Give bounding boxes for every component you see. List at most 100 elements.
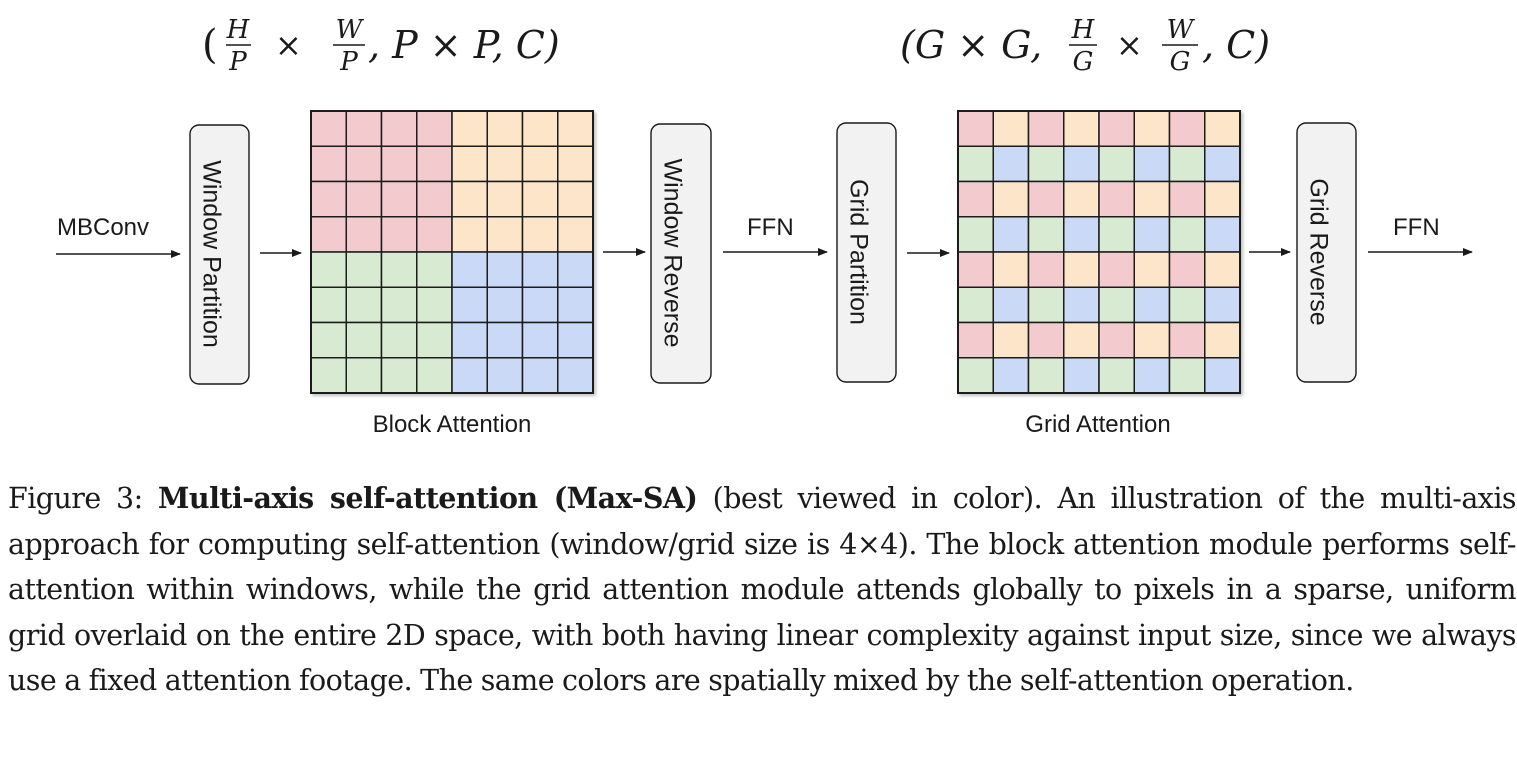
block-attention-cell <box>380 286 418 324</box>
block-attention-cell <box>521 357 559 394</box>
block-attention-cell <box>310 321 347 359</box>
grid-attention-cell <box>992 145 1030 183</box>
grid-attention-cell <box>957 286 994 324</box>
grid-attention-label: Grid Attention <box>1025 411 1170 438</box>
grid-attention-cell <box>1027 145 1065 183</box>
caption-title: Multi-axis self-attention (Max-SA) <box>157 481 698 515</box>
grid-attention-cell <box>992 321 1030 359</box>
block-attention-cell <box>345 286 383 324</box>
grid-partition-box <box>836 122 897 383</box>
block-attention-cell <box>557 286 594 324</box>
block-attention-cell <box>380 180 418 218</box>
block-attention-cell <box>310 110 347 147</box>
block-attention-cell <box>486 357 524 394</box>
grid-attention-cell <box>957 251 994 288</box>
formula-head: (G × G, <box>900 23 1042 67</box>
grid-shape-formula: (G × G, H G × W G , C) <box>900 15 1270 77</box>
grid-attention-cell <box>1168 321 1206 359</box>
block-attention-cell <box>380 145 418 183</box>
grid-attention-cell <box>1168 145 1206 183</box>
block-attention-cell <box>521 251 559 288</box>
grid-partition-label: Grid Partition <box>844 179 872 325</box>
grid-attention-grid <box>957 110 1241 394</box>
formula-denominator: P <box>339 47 358 77</box>
block-attention-cell <box>380 321 418 359</box>
block-attention-cell <box>310 180 347 218</box>
block-attention-cell <box>451 321 488 359</box>
block-attention-cell <box>557 321 594 359</box>
block-attention-cell <box>521 145 559 183</box>
grid-attention-cell <box>1168 357 1206 394</box>
block-attention-cell <box>451 110 488 147</box>
block-attention-cell <box>416 216 453 253</box>
block-attention-cell <box>380 251 418 288</box>
block-attention-cell <box>416 286 453 324</box>
block-attention-cell <box>486 145 524 183</box>
window-reverse-box <box>650 123 712 384</box>
formula-numerator: W <box>1167 15 1196 45</box>
grid-attention-cell <box>992 216 1030 253</box>
block-attention-cell <box>451 357 488 394</box>
grid-attention-cell <box>1027 251 1065 288</box>
block-attention-cell <box>557 216 594 253</box>
grid-attention-cell <box>1063 180 1100 218</box>
flow-arrows <box>56 248 1473 258</box>
block-attention-cell <box>416 321 453 359</box>
grid-attention-cell <box>1133 216 1171 253</box>
block-attention-cell <box>557 357 594 394</box>
block-attention-cell <box>416 251 453 288</box>
grid-attention-cell <box>1168 110 1206 147</box>
block-attention-cell <box>451 251 488 288</box>
grid-attention-cell <box>1098 357 1135 394</box>
maxsa-diagram: ( H P × W P , P × P, C) (G × G, H G × W … <box>56 15 1473 438</box>
block-attention-cell <box>345 321 383 359</box>
block-attention-cell <box>557 180 594 218</box>
block-attention-cell <box>521 321 559 359</box>
grid-attention-cell <box>992 286 1030 324</box>
grid-attention-cell <box>1133 145 1171 183</box>
block-attention-cell <box>310 145 347 183</box>
formula-numerator: H <box>1071 15 1096 45</box>
formula-denominator: G <box>1073 47 1094 77</box>
block-attention-cell <box>557 251 594 288</box>
grid-attention-cell <box>1168 251 1206 288</box>
block-attention-cell <box>310 286 347 324</box>
block-attention-cell <box>380 216 418 253</box>
formula-denominator: G <box>1170 47 1191 77</box>
formula-denominator: P <box>228 47 247 77</box>
block-attention-cell <box>310 357 347 394</box>
mbconv-label: MBConv <box>57 214 149 241</box>
formula-paren: ( <box>202 22 218 68</box>
block-attention-cell <box>310 216 347 253</box>
block-attention-cell <box>345 357 383 394</box>
block-attention-cell <box>486 216 524 253</box>
block-attention-cell <box>416 145 453 183</box>
block-attention-cell <box>486 110 524 147</box>
grid-attention-cell <box>1027 321 1065 359</box>
grid-attention-cell <box>1204 357 1241 394</box>
grid-attention-cell <box>992 110 1030 147</box>
formula-times: × <box>1116 26 1143 64</box>
block-attention-border <box>310 110 594 394</box>
grid-attention-cell <box>1027 286 1065 324</box>
grid-attention-cell <box>1027 180 1065 218</box>
grid-attention-cell <box>992 357 1030 394</box>
grid-attention-cell <box>1204 251 1241 288</box>
block-attention-cell <box>521 286 559 324</box>
block-attention-cell <box>486 251 524 288</box>
block-attention-cell <box>345 216 383 253</box>
grid-reverse-box <box>1296 122 1357 383</box>
grid-attention-cell <box>957 357 994 394</box>
grid-attention-cell <box>957 321 994 359</box>
block-attention-cell <box>345 180 383 218</box>
grid-attention-cell <box>1204 110 1241 147</box>
grid-attention-cell <box>1204 286 1241 324</box>
formula-times: × <box>275 26 302 64</box>
grid-attention-cell <box>1133 110 1171 147</box>
block-shape-formula: ( H P × W P , P × P, C) <box>202 15 560 77</box>
grid-attention-cell <box>1168 180 1206 218</box>
block-attention-cell <box>416 357 453 394</box>
caption-body: (best viewed in color). An illustration … <box>8 482 1517 697</box>
formula-numerator: H <box>226 15 251 45</box>
grid-reverse-label: Grid Reverse <box>1304 178 1332 325</box>
